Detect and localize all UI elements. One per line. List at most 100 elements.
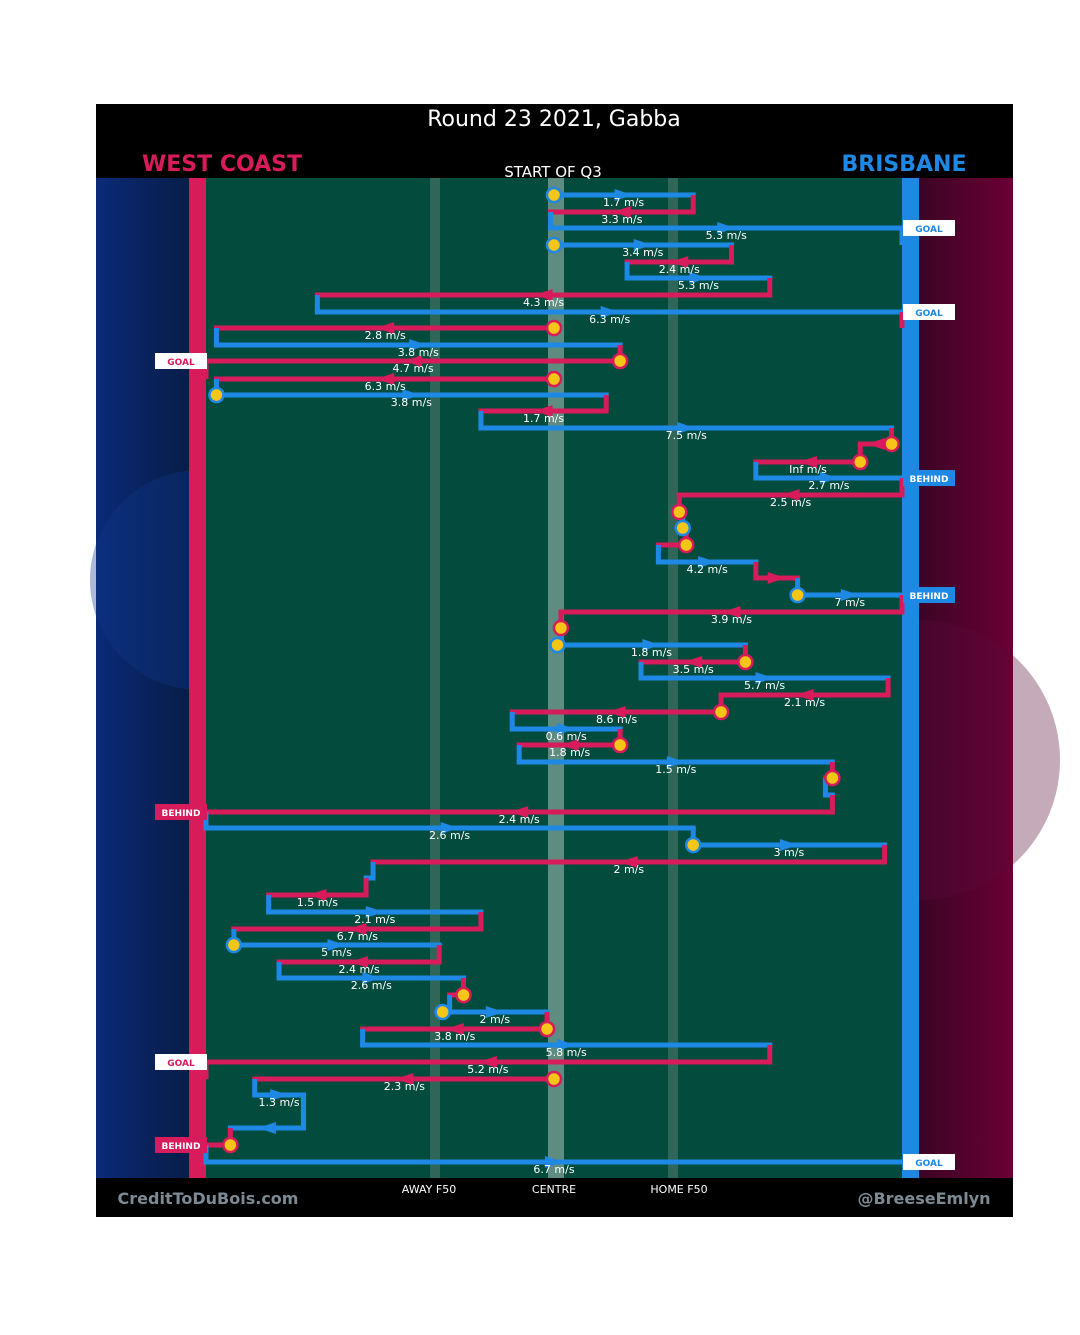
outcome-badge-goal <box>903 1154 955 1170</box>
speed-label: 2.6 m/s <box>351 979 392 992</box>
footer-band <box>96 1178 1013 1217</box>
chain-arrow <box>402 389 421 401</box>
speed-label: 3.8 m/s <box>391 396 432 409</box>
header-band <box>96 104 1013 178</box>
home-f50-label: HOME F50 <box>650 1183 707 1196</box>
speed-label: 1.7 m/s <box>523 412 564 425</box>
outcome-label: BEHIND <box>910 592 949 602</box>
chain-arrow <box>781 489 800 501</box>
speed-label: 3.4 m/s <box>622 246 663 259</box>
speed-label: 3.8 m/s <box>398 346 439 359</box>
chain-arrow <box>350 956 369 968</box>
chain-arrow <box>633 239 652 251</box>
speed-label: 1.5 m/s <box>297 896 338 909</box>
speed-label: 2.8 m/s <box>365 329 406 342</box>
chain-arrow <box>767 572 786 584</box>
chain-arrow <box>666 756 685 768</box>
chain-arrow <box>557 1039 576 1051</box>
speed-label: 3.3 m/s <box>601 213 642 226</box>
stoppage-marker <box>455 986 472 1004</box>
outcome-badge-behind <box>155 804 207 820</box>
outcome-label: GOAL <box>915 225 943 235</box>
speed-label: 2.5 m/s <box>770 496 811 509</box>
speed-label: 1.5 m/s <box>655 763 696 776</box>
stoppage-marker <box>222 1136 239 1154</box>
speed-label: 6.7 m/s <box>337 930 378 943</box>
stoppage-marker <box>208 386 225 404</box>
chain-arrow <box>755 672 774 684</box>
speed-label: Inf m/s <box>789 463 827 476</box>
stoppage-marker <box>611 736 629 754</box>
chain-arrow <box>327 939 346 951</box>
stoppage-marker <box>684 836 702 854</box>
away-team-name: WEST COAST <box>142 152 302 177</box>
outcome-badge-goal <box>903 220 955 236</box>
chain-arrow <box>348 923 367 935</box>
stoppage-marker <box>824 769 841 787</box>
speed-label: 7.5 m/s <box>666 429 707 442</box>
outcome-label: BEHIND <box>162 1142 201 1152</box>
chain-arrow <box>717 222 736 234</box>
speed-label: 7 m/s <box>834 596 865 609</box>
speed-label: 4.2 m/s <box>687 563 728 576</box>
speed-label: 2.1 m/s <box>784 696 825 709</box>
speed-label: 5.2 m/s <box>467 1063 508 1076</box>
chain-arrow <box>866 438 885 450</box>
chain-arrow <box>362 972 381 984</box>
outcome-label: GOAL <box>167 358 195 368</box>
chain-arrow <box>600 306 619 318</box>
chain-arrow <box>677 422 696 434</box>
speed-label: 1.3 m/s <box>259 1096 300 1109</box>
chain-arrow <box>557 723 576 735</box>
chain-arrow <box>510 806 529 818</box>
outcome-label: BEHIND <box>162 809 201 819</box>
stoppage-marker <box>538 1020 556 1038</box>
speed-label: 3.8 m/s <box>434 1030 475 1043</box>
chain-arrow <box>409 339 428 351</box>
speed-label: 2.3 m/s <box>384 1080 425 1093</box>
speed-label: 2.4 m/s <box>339 963 380 976</box>
chain-arrow <box>365 906 384 918</box>
chain-arrow <box>404 355 423 367</box>
outcome-badge-goal <box>155 1054 207 1070</box>
stoppage-marker <box>549 636 566 654</box>
chain-arrow <box>257 1122 276 1134</box>
chain-arrow <box>799 456 818 468</box>
speed-label: 1.8 m/s <box>549 746 590 759</box>
outcome-label: GOAL <box>167 1059 195 1069</box>
chain-arrow <box>642 639 661 651</box>
stoppage-marker <box>545 1070 563 1088</box>
stoppage-marker <box>712 703 730 721</box>
speed-label: 5 m/s <box>321 946 352 959</box>
chain-arrow <box>722 606 741 618</box>
chain-arrow <box>308 889 327 901</box>
speed-label: 6.3 m/s <box>589 313 630 326</box>
stoppage-marker <box>545 186 563 204</box>
chain-arrow <box>698 556 717 568</box>
speed-label: 6.7 m/s <box>533 1163 574 1176</box>
speed-label: 0.6 m/s <box>546 730 587 743</box>
outcome-badge-goal <box>903 304 955 320</box>
outcome-badge-behind <box>903 587 955 603</box>
chain-arrow <box>560 739 579 751</box>
stoppage-marker <box>737 653 754 671</box>
home-goal-line <box>902 178 919 1178</box>
outcome-badge-behind <box>903 470 955 486</box>
speed-label: 2.4 m/s <box>659 263 700 276</box>
chain-arrow <box>376 322 395 334</box>
speed-label: 5.3 m/s <box>706 229 747 242</box>
chain-arrow <box>478 1056 497 1068</box>
speed-label: 5.3 m/s <box>678 279 719 292</box>
outcome-badge-behind <box>155 1137 207 1153</box>
outcome-badge-goal <box>155 353 207 369</box>
chart-subtitle: START OF Q3 <box>504 163 602 181</box>
speed-label: 3.9 m/s <box>711 613 752 626</box>
speed-label: 2 m/s <box>613 863 644 876</box>
chain-arrow <box>607 706 626 718</box>
speed-label: 2.4 m/s <box>499 813 540 826</box>
speed-label: 1.7 m/s <box>603 196 644 209</box>
chain-arrow <box>670 256 689 268</box>
speed-label: 6.3 m/s <box>365 380 406 393</box>
chain-arrow <box>840 589 859 601</box>
